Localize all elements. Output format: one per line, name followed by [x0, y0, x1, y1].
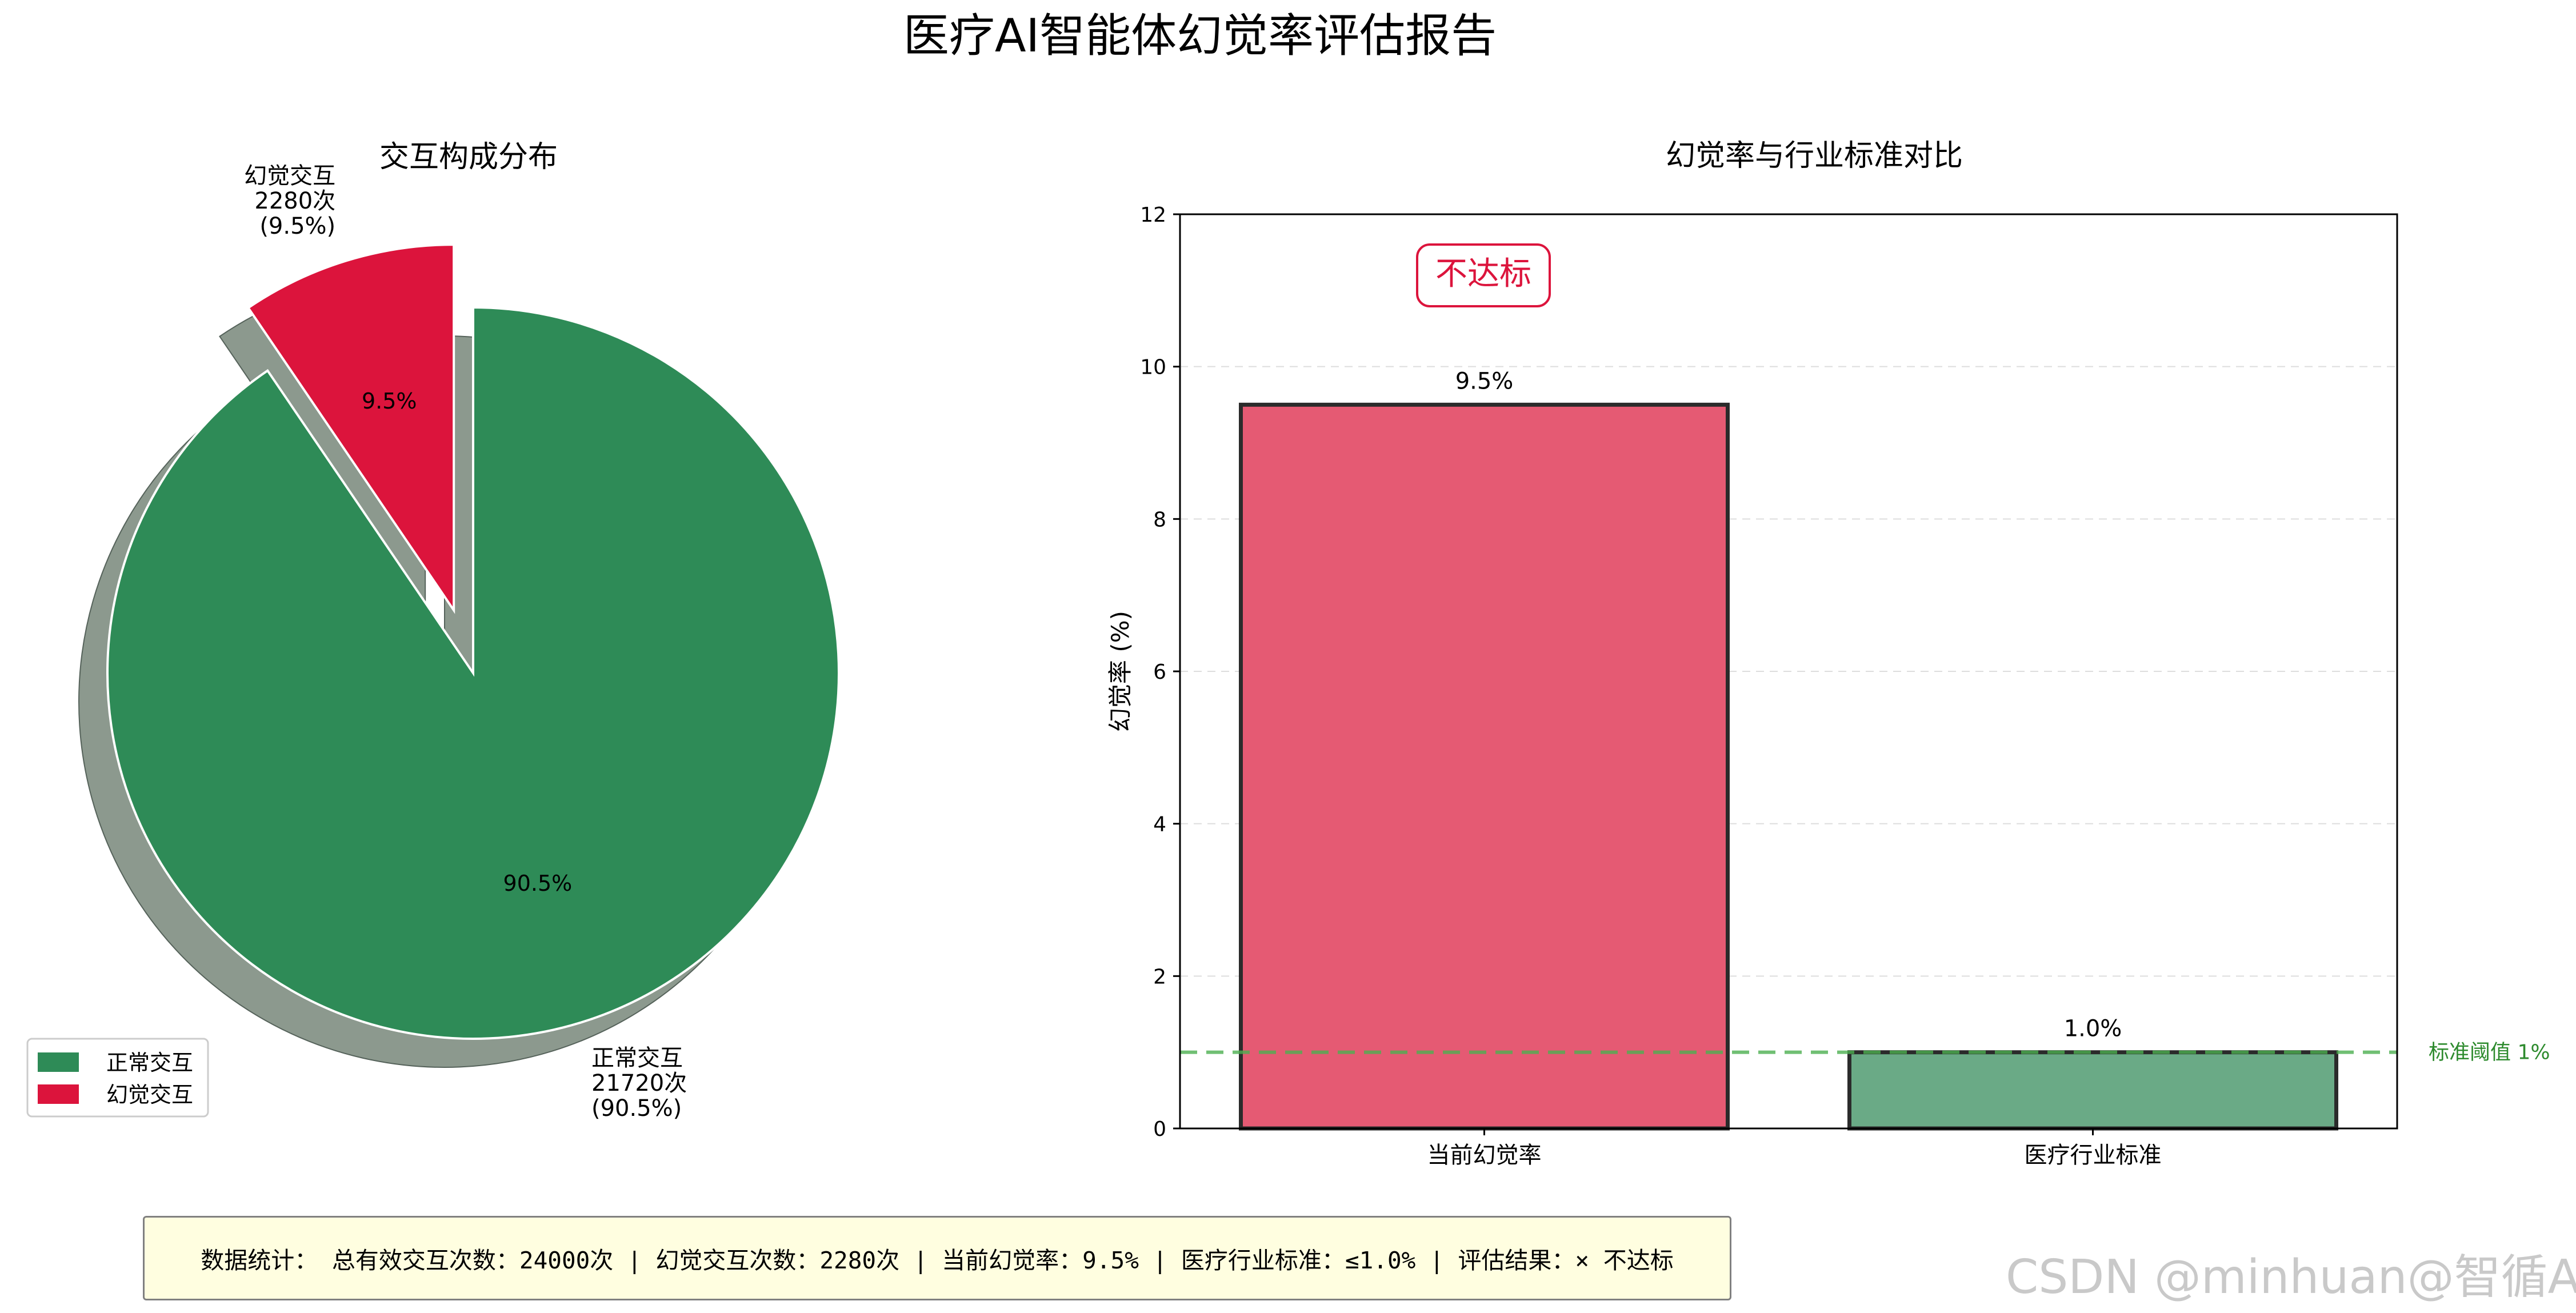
pie-outer-label-hallucination-1: 2280次: [254, 188, 335, 214]
ytick-label-6: 6: [1153, 660, 1166, 684]
legend-label-normal: 正常交互: [106, 1050, 193, 1075]
bar-gridlines: [1180, 366, 2397, 977]
threshold-label: 标准阈值 1%: [2429, 1041, 2550, 1064]
xtick-label-current: 当前幻觉率: [1427, 1142, 1542, 1168]
legend-swatch-normal: [38, 1052, 79, 1072]
pie-outer-label-normal-0: 正常交互: [591, 1045, 683, 1071]
pie-outer-label-hallucination-2: (9.5%): [259, 213, 335, 239]
bar-value-label-current: 9.5%: [1455, 368, 1514, 394]
pie-autopct-hallucination: 9.5%: [362, 389, 417, 414]
ytick-label-4: 4: [1153, 813, 1166, 836]
pie-outer-label-normal-2: (90.5%): [591, 1095, 682, 1122]
status-badge: 不达标: [1416, 243, 1551, 307]
xtick-label-standard: 医疗行业标准: [2025, 1142, 2162, 1168]
watermark: CSDN @minhuan@智循AI: [2006, 1250, 2576, 1304]
pie-outer-label-normal-1: 21720次: [591, 1070, 687, 1096]
figure-title: 医疗AI智能体幻觉率评估报告: [903, 9, 1497, 62]
pie-slice-hallucination: [246, 243, 455, 614]
bar-y-axis: 0 2 4 6 8 10 12: [1140, 203, 1180, 1141]
stats-summary-text: 数据统计： 总有效交互次数：24000次 | 幻觉交互次数：2280次 | 当前…: [201, 1247, 1674, 1274]
bar-plot-frame: [1179, 213, 2398, 1130]
threshold-group: 标准阈值 1%: [1180, 1041, 2550, 1064]
pie-autopct-normal: 90.5%: [503, 871, 573, 896]
ytick-label-8: 8: [1153, 508, 1166, 531]
bar-x-axis: 当前幻觉率 医疗行业标准: [1427, 1128, 2162, 1168]
legend-label-hallucination: 幻觉交互: [106, 1082, 193, 1107]
pie-legend: 正常交互 幻觉交互: [26, 1038, 209, 1118]
bar-value-label-standard: 1.0%: [2064, 1016, 2122, 1042]
pie-chart: 交互构成分布 90.5%正常交互21720次(90.5%)9.5%幻觉交互228…: [26, 140, 840, 1122]
ytick-label-10: 10: [1140, 356, 1166, 379]
pie-slice-normal: [106, 306, 840, 1040]
legend-swatch-hallucination: [38, 1084, 79, 1104]
bar-chart: 幻觉率与行业标准对比 0 2 4 6 8 10 12 9.5% 1.0% 标准阈值 1% 当前…: [1106, 139, 2550, 1168]
ytick-label-0: 0: [1153, 1118, 1166, 1141]
ytick-label-12: 12: [1140, 203, 1166, 227]
bar-current: [1239, 402, 1730, 1131]
ytick-label-2: 2: [1153, 965, 1166, 988]
status-badge-frame: [1416, 243, 1551, 307]
bar-title: 幻觉率与行业标准对比: [1666, 139, 1963, 173]
pie-slices: [106, 243, 840, 1040]
bar-y-axis-label: 幻觉率 (%): [1106, 611, 1134, 732]
pie-title: 交互构成分布: [379, 140, 558, 174]
stats-summary-box: 数据统计： 总有效交互次数：24000次 | 幻觉交互次数：2280次 | 当前…: [143, 1216, 1731, 1300]
bar-standard: [1847, 1050, 2338, 1131]
bar-bars: 9.5% 1.0%: [1239, 368, 2338, 1131]
status-badge-text: 不达标: [1435, 255, 1531, 293]
pie-outer-label-hallucination-0: 幻觉交互: [244, 163, 335, 189]
